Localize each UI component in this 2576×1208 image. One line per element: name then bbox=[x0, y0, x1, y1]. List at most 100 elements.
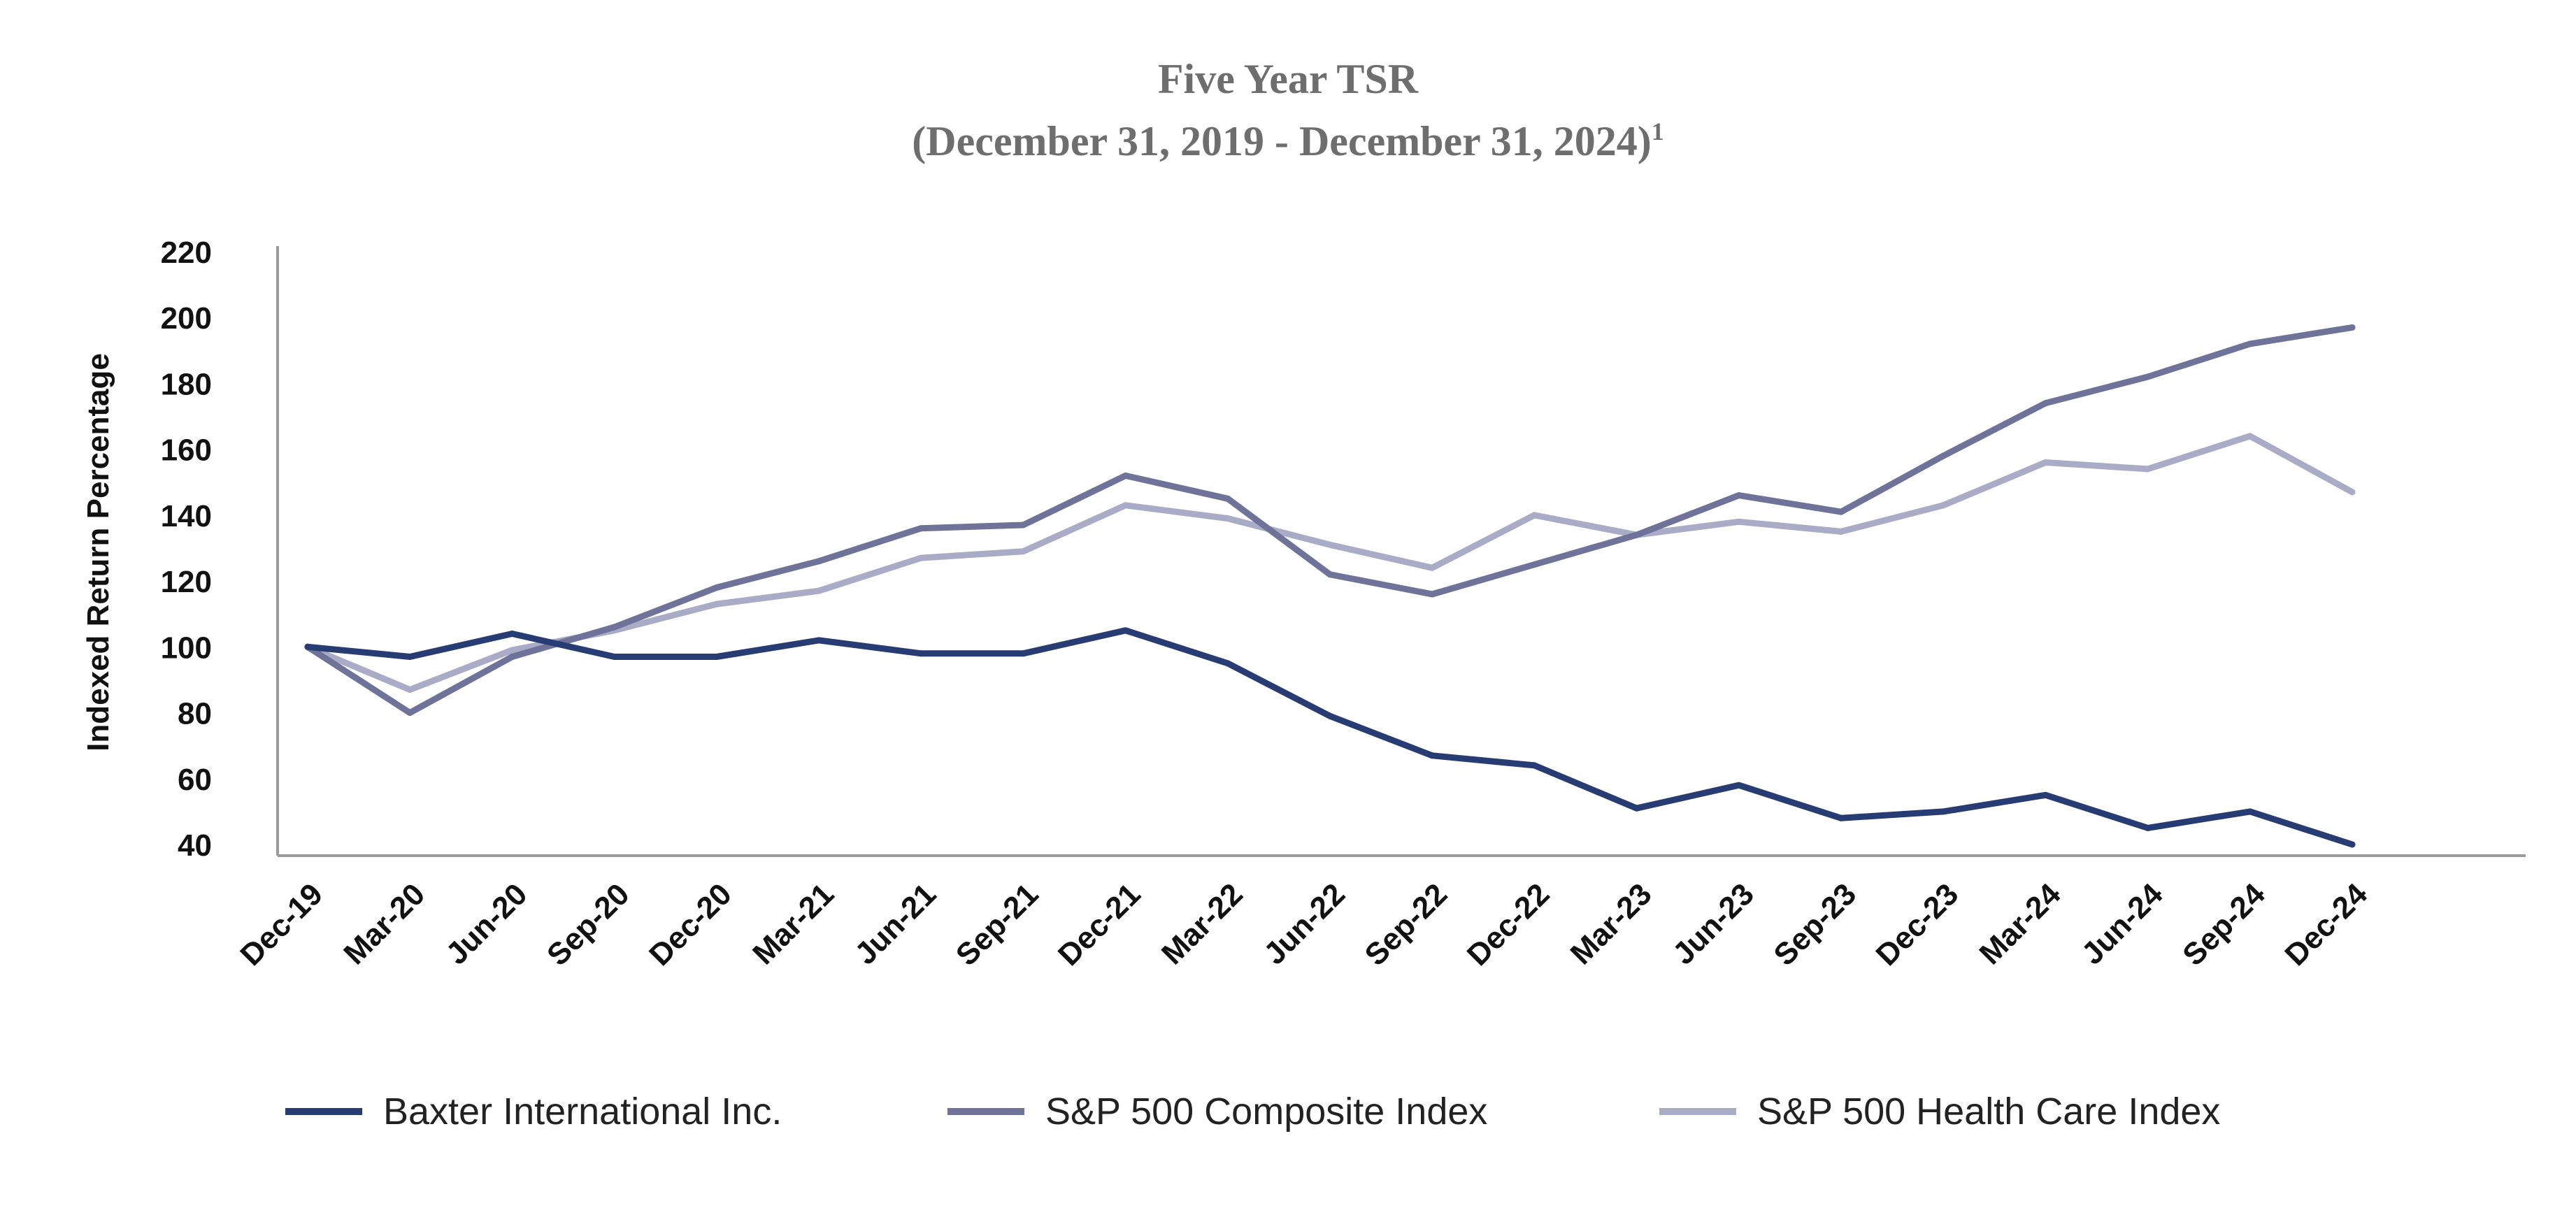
data-point bbox=[1224, 515, 1231, 522]
data-point bbox=[1736, 782, 1743, 789]
data-point bbox=[1633, 531, 1640, 538]
series-s-p-500-health-care-index bbox=[304, 433, 2356, 693]
data-point bbox=[1224, 495, 1231, 502]
data-point bbox=[304, 643, 311, 650]
chart-axes bbox=[276, 246, 2526, 857]
legend-label: S&P 500 Health Care Index bbox=[1757, 1091, 2220, 1132]
data-point bbox=[713, 584, 720, 591]
y-tick-label: 220 bbox=[161, 236, 212, 270]
x-tick-label: Dec-19 bbox=[234, 877, 329, 972]
x-tick-label: Dec-21 bbox=[1052, 877, 1147, 972]
legend-label: S&P 500 Composite Index bbox=[1045, 1091, 1487, 1132]
legend-label: Baxter International Inc. bbox=[383, 1091, 782, 1132]
data-point bbox=[406, 654, 413, 660]
x-axis-ticks: Dec-19 Mar-20 Jun-20 Sep-20 Dec-20 Mar-21 Jun-… bbox=[234, 877, 2374, 972]
x-tick-label: Dec-24 bbox=[2278, 877, 2374, 972]
data-point bbox=[1838, 528, 1845, 535]
chart-title: Five Year TSR bbox=[1158, 56, 1419, 102]
chart-title-group: Five Year TSR (December 31, 2019 - Decem… bbox=[912, 56, 1663, 164]
y-tick-label: 120 bbox=[161, 565, 212, 599]
data-point bbox=[713, 654, 720, 660]
x-tick-label: Dec-23 bbox=[1870, 877, 1966, 972]
data-point bbox=[1531, 762, 1538, 769]
data-point bbox=[2145, 824, 2152, 831]
data-point bbox=[2247, 808, 2254, 815]
data-point bbox=[1838, 508, 1845, 515]
data-point bbox=[2042, 459, 2049, 466]
data-point bbox=[1019, 522, 1026, 528]
data-point bbox=[1326, 571, 1333, 578]
x-tick-label: Jun-20 bbox=[440, 877, 534, 971]
x-tick-label: Mar-21 bbox=[746, 877, 840, 971]
data-point bbox=[2145, 373, 2152, 380]
data-point bbox=[1224, 660, 1231, 667]
data-point bbox=[611, 624, 618, 631]
x-tick-label: Dec-20 bbox=[643, 877, 738, 972]
data-point bbox=[917, 525, 924, 532]
data-point bbox=[1736, 518, 1743, 525]
data-point bbox=[815, 587, 822, 594]
data-point bbox=[2042, 791, 2049, 798]
x-tick-label: Jun-24 bbox=[2075, 877, 2170, 971]
y-tick-label: 180 bbox=[161, 367, 212, 401]
y-tick-label: 60 bbox=[178, 763, 212, 797]
x-tick-label: Sep-23 bbox=[1767, 877, 1863, 972]
data-point bbox=[2349, 841, 2356, 848]
data-point bbox=[508, 654, 515, 660]
data-point bbox=[508, 631, 515, 637]
data-point bbox=[1326, 541, 1333, 548]
y-tick-label: 80 bbox=[178, 697, 212, 731]
x-tick-label: Jun-21 bbox=[848, 877, 943, 971]
chart-subtitle-footnote: 1 bbox=[1652, 117, 1664, 145]
x-tick-label: Sep-20 bbox=[541, 877, 636, 972]
y-axis-ticks: 40 60 80 100 120 140 160 180 200 220 bbox=[161, 236, 212, 863]
data-point bbox=[1019, 650, 1026, 657]
data-point bbox=[1940, 452, 1947, 459]
data-point bbox=[713, 601, 720, 607]
chart-legend: Baxter International Inc. S&P 500 Composi… bbox=[285, 1091, 2220, 1132]
x-tick-label: Mar-20 bbox=[337, 877, 431, 971]
y-tick-label: 140 bbox=[161, 499, 212, 533]
data-point bbox=[815, 637, 822, 644]
data-point bbox=[1940, 808, 1947, 815]
legend-item-s-p-500-health-care-index: S&P 500 Health Care Index bbox=[1659, 1091, 2220, 1132]
x-tick-label: Jun-22 bbox=[1257, 877, 1352, 971]
data-point bbox=[2145, 466, 2152, 473]
data-point bbox=[1633, 805, 1640, 812]
data-point bbox=[917, 554, 924, 561]
x-tick-label: Sep-24 bbox=[2176, 877, 2272, 972]
series-line bbox=[304, 627, 2356, 848]
data-point bbox=[1531, 561, 1538, 568]
data-point bbox=[1838, 814, 1845, 821]
data-point bbox=[1122, 502, 1129, 509]
x-tick-label: Mar-23 bbox=[1564, 877, 1659, 971]
series-baxter-international-inc bbox=[304, 627, 2356, 848]
data-point bbox=[1019, 548, 1026, 555]
y-tick-label: 100 bbox=[161, 631, 212, 665]
data-point bbox=[611, 654, 618, 660]
data-point bbox=[406, 686, 413, 693]
legend-item-s-p-500-composite-index: S&P 500 Composite Index bbox=[947, 1091, 1487, 1132]
x-tick-label: Mar-22 bbox=[1155, 877, 1250, 971]
y-tick-label: 40 bbox=[178, 828, 212, 863]
data-point bbox=[1429, 752, 1436, 759]
x-tick-label: Mar-24 bbox=[1973, 877, 2068, 971]
data-point bbox=[2349, 489, 2356, 496]
data-point bbox=[917, 650, 924, 657]
data-point bbox=[508, 647, 515, 654]
data-point bbox=[2247, 433, 2254, 440]
series-lines bbox=[304, 324, 2356, 848]
legend-item-baxter-international-inc: Baxter International Inc. bbox=[285, 1091, 782, 1132]
x-tick-label: Dec-22 bbox=[1461, 877, 1557, 972]
data-point bbox=[1122, 472, 1129, 479]
data-point bbox=[1429, 591, 1436, 598]
x-tick-label: Sep-22 bbox=[1359, 877, 1454, 972]
y-tick-label: 160 bbox=[161, 433, 212, 468]
data-point bbox=[406, 710, 413, 717]
x-tick-label: Sep-21 bbox=[950, 877, 1045, 972]
data-point bbox=[2349, 324, 2356, 331]
chart-subtitle: (December 31, 2019 - December 31, 2024)1 bbox=[912, 117, 1663, 164]
data-point bbox=[1326, 712, 1333, 719]
